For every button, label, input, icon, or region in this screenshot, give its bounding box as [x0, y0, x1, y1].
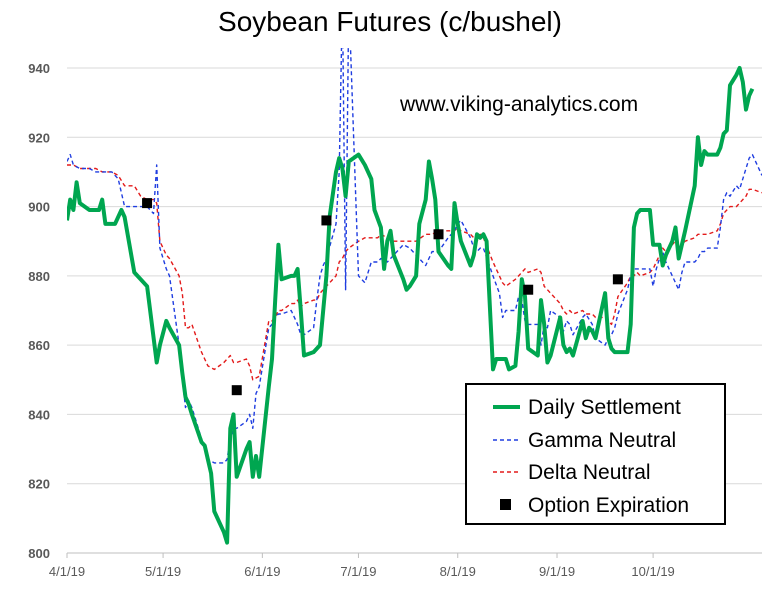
- y-tick-label: 880: [28, 269, 50, 284]
- x-tick-label: 5/1/19: [145, 564, 181, 579]
- chart-title: Soybean Futures (c/bushel): [218, 6, 562, 37]
- x-tick-label: 10/1/19: [631, 564, 674, 579]
- option-expiration-marker: [523, 284, 534, 295]
- x-tick-label: 4/1/19: [49, 564, 85, 579]
- legend-label-delta-neutral: Delta Neutral: [528, 461, 651, 484]
- y-tick-label: 940: [28, 61, 50, 76]
- option-expiration-marker: [231, 385, 242, 396]
- y-tick-label: 840: [28, 407, 50, 422]
- x-tick-label: 9/1/19: [539, 564, 575, 579]
- option-expiration-marker: [612, 274, 623, 285]
- legend-swatch-option-expiration: [500, 499, 511, 510]
- option-expiration-marker: [321, 215, 332, 226]
- legend-label-gamma-neutral: Gamma Neutral: [528, 429, 676, 452]
- x-tick-label: 7/1/19: [340, 564, 376, 579]
- x-tick-label: 8/1/19: [440, 564, 476, 579]
- gridlines: [67, 67, 762, 485]
- y-tick-label: 900: [28, 200, 50, 215]
- source-annotation: www.viking-analytics.com: [399, 93, 638, 116]
- option-expiration-marker: [433, 229, 444, 240]
- y-tick-label: 920: [28, 130, 50, 145]
- y-tick-label: 800: [28, 546, 50, 561]
- series-line-daily-settlement: [67, 66, 755, 545]
- series-layer: [67, 48, 762, 545]
- legend: Daily Settlement Gamma Neutral Delta Neu…: [465, 383, 726, 525]
- option-expiration-marker: [142, 198, 153, 209]
- y-tick-label: 820: [28, 477, 50, 492]
- markers-layer: [142, 198, 623, 396]
- legend-label-option-expiration: Option Expiration: [528, 494, 689, 517]
- y-tick-label: 860: [28, 338, 50, 353]
- legend-label-daily-settlement: Daily Settlement: [528, 396, 681, 419]
- x-tick-label: 6/1/19: [244, 564, 280, 579]
- y-axis: 800 820 840 860 880 900 920 940: [28, 61, 50, 561]
- x-axis: 4/1/19 5/1/19 6/1/19 7/1/19 8/1/19 9/1/19 10/1…: [49, 552, 762, 579]
